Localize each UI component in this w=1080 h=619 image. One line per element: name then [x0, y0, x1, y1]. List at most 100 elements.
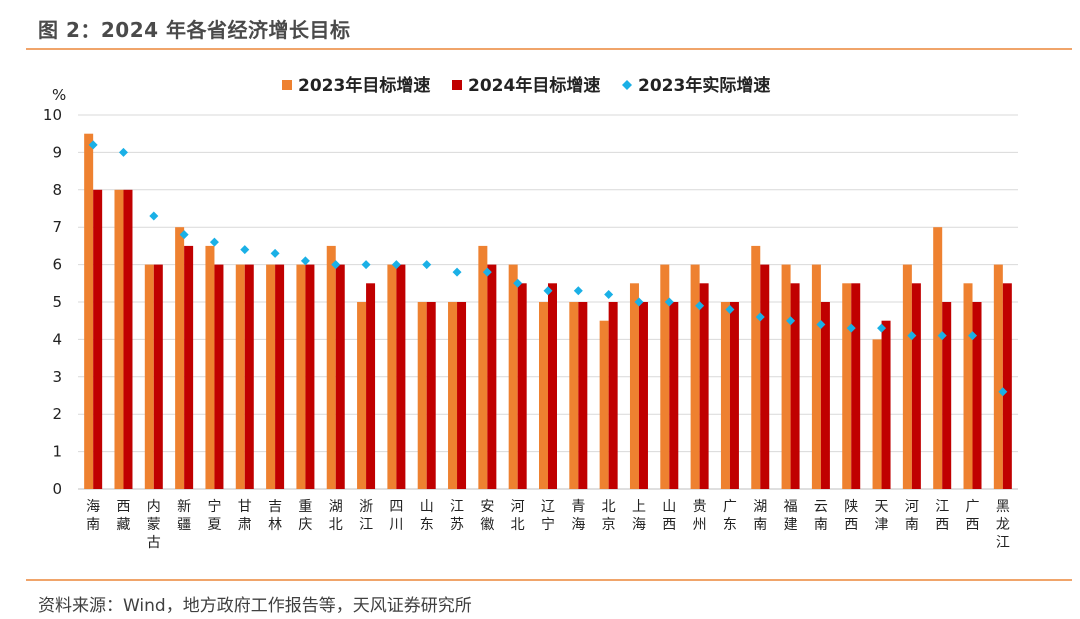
- bar-2024-target: [669, 302, 679, 489]
- point-2023-actual: [634, 297, 644, 307]
- y-tick-label: 1: [52, 443, 62, 461]
- bar-2024-target: [790, 283, 800, 489]
- bar-2023-target: [599, 320, 609, 489]
- point-2023-actual: [907, 331, 917, 341]
- bar-2024-target: [638, 302, 648, 489]
- bar-2024-target: [153, 264, 163, 489]
- bar-2024-target: [214, 264, 224, 489]
- bar-2024-target: [275, 264, 285, 489]
- x-tick-label: 河南: [905, 499, 919, 533]
- point-2023-actual: [998, 387, 1008, 397]
- bar-2023-target: [781, 264, 791, 489]
- point-2023-actual: [877, 323, 887, 333]
- bar-2023-target: [205, 245, 215, 489]
- x-tick-label: 西藏: [116, 499, 130, 533]
- bar-2023-target: [629, 283, 639, 489]
- bar-2024-target: [244, 264, 254, 489]
- point-2023-actual: [513, 278, 523, 288]
- point-2023-actual: [331, 260, 341, 270]
- y-tick-label: 9: [52, 143, 62, 161]
- bar-2023-target: [872, 339, 882, 489]
- point-2023-actual: [452, 267, 462, 277]
- point-2023-actual: [118, 147, 128, 157]
- bar-2024-target: [851, 283, 861, 489]
- x-tick-label: 江西: [935, 499, 949, 533]
- point-2023-actual: [664, 297, 674, 307]
- point-2023-actual: [270, 248, 280, 258]
- bar-2024-target: [366, 283, 376, 489]
- point-2023-actual: [179, 230, 189, 240]
- legend-label: 2024年目标增速: [468, 75, 600, 96]
- legend-swatch: [622, 80, 632, 90]
- point-2023-actual: [149, 211, 159, 221]
- bar-2023-target: [175, 227, 185, 489]
- bar-2023-target: [751, 245, 761, 489]
- point-2023-actual: [543, 286, 553, 296]
- y-tick-label: 2: [52, 405, 62, 423]
- point-2023-actual: [755, 312, 765, 322]
- bar-2024-target: [911, 283, 921, 489]
- bar-2024-target: [972, 302, 982, 489]
- bar-2024-target: [517, 283, 527, 489]
- x-tick-label: 广西: [966, 499, 980, 533]
- point-2023-actual: [209, 237, 219, 247]
- point-2023-actual: [300, 256, 310, 266]
- bar-2023-target: [478, 245, 488, 489]
- y-tick-label: 8: [52, 181, 62, 199]
- x-tick-label: 广东: [723, 499, 737, 533]
- x-tick-label: 浙江: [359, 499, 373, 533]
- y-tick-label: 4: [52, 330, 62, 348]
- bar-2024-target: [184, 245, 194, 489]
- bar-2024-target: [123, 189, 133, 490]
- point-2023-actual: [725, 304, 735, 314]
- footer-divider: [26, 579, 1072, 581]
- bar-2024-target: [548, 283, 557, 489]
- point-2023-actual: [937, 331, 947, 341]
- x-tick-label: 天津: [875, 499, 889, 533]
- bar-2023-target: [842, 283, 852, 489]
- bar-2023-target: [963, 283, 973, 489]
- bar-2024-target: [699, 283, 709, 489]
- bar-2023-target: [448, 302, 458, 489]
- page-title: 图 2：2024 年各省经济增长目标: [38, 18, 351, 42]
- header-divider: [26, 48, 1072, 50]
- x-tick-label: 陕西: [844, 499, 858, 533]
- bar-2023-target: [993, 264, 1003, 489]
- bar-2024-target: [487, 264, 497, 489]
- bar-2023-target: [144, 264, 154, 489]
- bar-2023-target: [84, 133, 94, 489]
- legend-swatch: [452, 80, 462, 90]
- bar-2023-target: [720, 302, 730, 489]
- x-tick-label: 甘肃: [238, 499, 252, 533]
- x-tick-label: 湖北: [329, 499, 343, 533]
- point-2023-actual: [695, 301, 705, 311]
- x-tick-label: 宁夏: [207, 498, 221, 533]
- point-2023-actual: [786, 316, 796, 326]
- bar-2023-target: [357, 302, 367, 489]
- point-2023-actual: [482, 267, 492, 277]
- x-tick-label: 云南: [814, 499, 828, 533]
- x-tick-label: 吉林: [268, 499, 282, 533]
- bar-2023-target: [660, 264, 670, 489]
- bar-2024-target: [426, 302, 436, 489]
- bar-2023-target: [569, 302, 579, 489]
- bar-2023-target: [933, 227, 943, 489]
- point-2023-actual: [846, 323, 856, 333]
- x-tick-label: 湖南: [753, 499, 767, 533]
- bar-2024-target: [760, 264, 770, 489]
- x-tick-label: 青海: [571, 499, 585, 533]
- x-tick-label: 四川: [389, 499, 403, 533]
- legend-label: 2023年目标增速: [298, 75, 430, 96]
- point-2023-actual: [816, 319, 826, 329]
- point-2023-actual: [422, 260, 432, 270]
- y-unit-label: %: [52, 86, 66, 104]
- bar-2023-target: [114, 189, 124, 490]
- x-tick-label: 新疆: [177, 499, 191, 533]
- legend-label: 2023年实际增速: [638, 75, 770, 96]
- legend-swatch: [282, 80, 292, 90]
- y-tick-label: 5: [52, 293, 62, 311]
- bar-2024-target: [881, 320, 891, 489]
- x-tick-label: 辽宁: [541, 499, 555, 533]
- bar-2024-target: [578, 302, 588, 489]
